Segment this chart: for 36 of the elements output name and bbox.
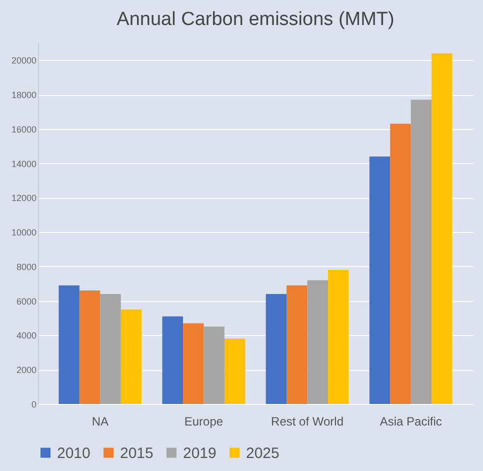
bar (58, 285, 80, 404)
y-tick-label: 6000 (16, 296, 36, 306)
bar (224, 338, 246, 404)
bar (328, 270, 349, 404)
bar (307, 280, 328, 404)
y-tick-label: 14000 (11, 158, 36, 169)
y-tick-label: 2000 (16, 365, 36, 376)
bar (266, 294, 287, 404)
y-tick-label: 12000 (11, 193, 36, 204)
bar (120, 309, 142, 404)
y-tick-label: 0 (31, 400, 36, 410)
chart-title: Annual Carbon emissions (MMT) (116, 9, 394, 30)
bar (183, 323, 204, 404)
legend-label: 2019 (183, 444, 216, 462)
bar (162, 316, 183, 404)
bar (79, 290, 100, 404)
bar (204, 326, 224, 404)
bar (432, 53, 452, 404)
bar (369, 156, 390, 404)
y-tick-label: 16000 (11, 124, 36, 134)
bar (100, 294, 121, 404)
bar (286, 285, 308, 404)
bar (390, 124, 411, 404)
x-tick-label: NA (92, 414, 108, 428)
legend-label: 2025 (246, 444, 280, 462)
y-tick-label: 8000 (16, 262, 36, 272)
x-tick-label: Rest of World (271, 414, 344, 428)
legend-label: 2015 (120, 444, 154, 462)
y-tick-label: 10000 (11, 228, 36, 238)
bar (410, 100, 432, 404)
y-tick-label: 4000 (16, 330, 36, 341)
legend-label: 2010 (57, 444, 90, 462)
y-tick-label: 20000 (11, 56, 36, 66)
x-tick-label: Europe (184, 414, 224, 428)
y-tick-label: 18000 (11, 90, 36, 100)
x-tick-label: Asia Pacific (380, 414, 442, 428)
